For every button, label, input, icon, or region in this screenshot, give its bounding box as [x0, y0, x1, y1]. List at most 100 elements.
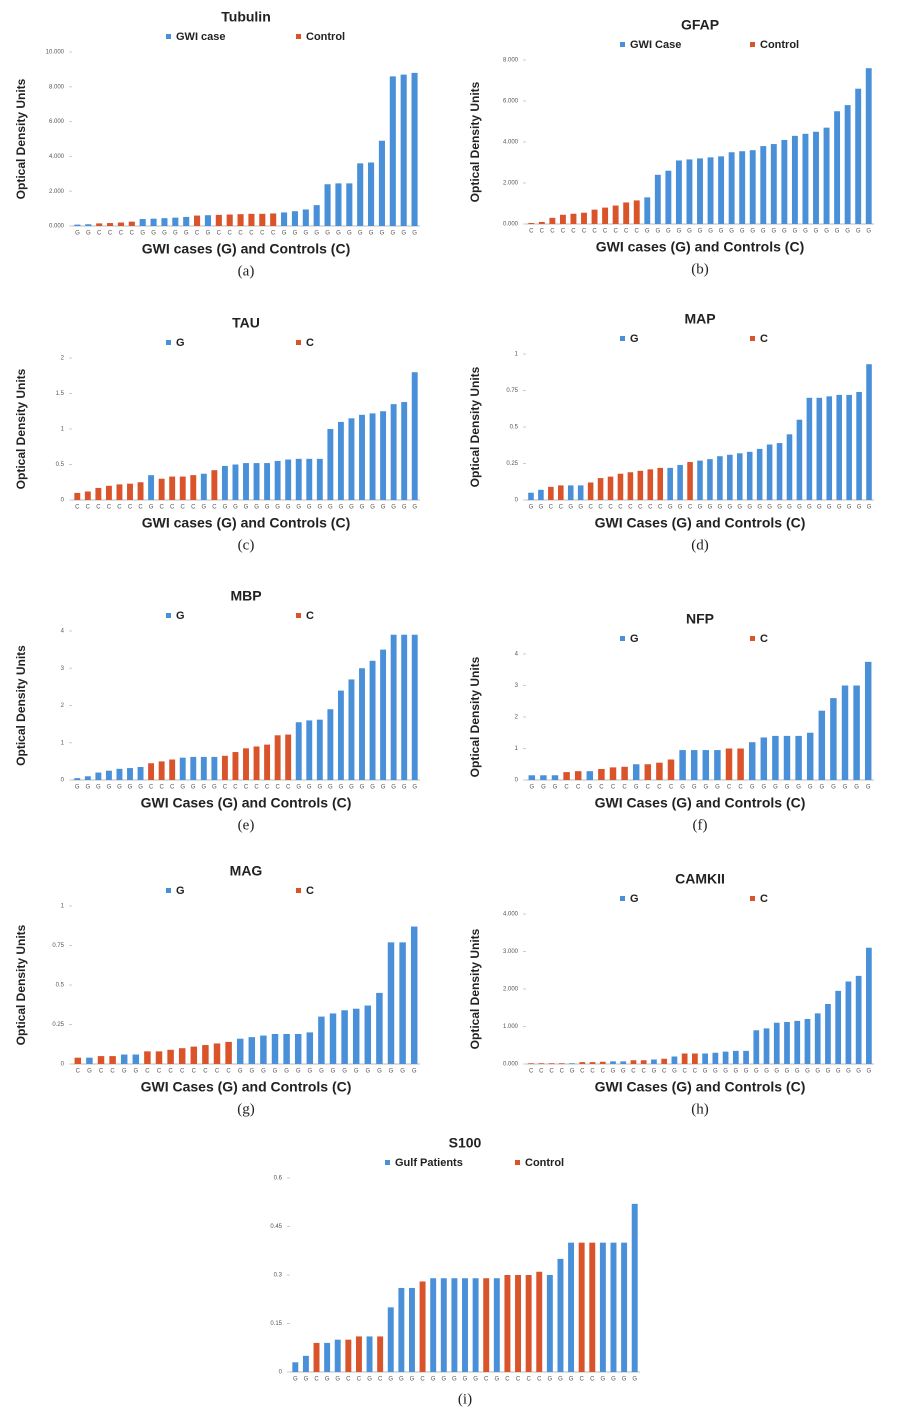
- x-tick-label: G: [317, 785, 322, 791]
- x-tick-label: G: [96, 785, 101, 791]
- legend-label: G: [630, 893, 639, 905]
- x-tick-label: G: [541, 785, 546, 791]
- bar: [132, 1054, 140, 1064]
- x-tick-label: C: [149, 785, 154, 791]
- x-tick-label: C: [180, 1069, 185, 1075]
- x-tick-label: G: [412, 231, 417, 237]
- x-tick-label: C: [682, 1069, 687, 1075]
- bar: [841, 685, 849, 780]
- x-tick-label: G: [314, 231, 319, 237]
- y-tick-label: 1: [61, 904, 65, 910]
- x-tick-label: G: [342, 1069, 347, 1075]
- bar: [528, 222, 535, 224]
- x-tick-label: G: [328, 505, 333, 511]
- x-tick-label: G: [400, 1069, 405, 1075]
- x-tick-label: G: [339, 505, 344, 511]
- bar: [746, 451, 753, 500]
- x-tick-label: G: [785, 785, 790, 791]
- bar: [753, 1030, 760, 1064]
- bar: [337, 690, 344, 780]
- bar: [211, 470, 218, 500]
- x-tick-label: G: [553, 785, 558, 791]
- bar: [559, 214, 566, 224]
- x-tick-label: G: [367, 1377, 372, 1383]
- x-tick-label: C: [254, 785, 259, 791]
- x-tick-label: G: [293, 1377, 298, 1383]
- bar: [654, 174, 661, 224]
- bar: [306, 458, 313, 500]
- caption: (e): [238, 817, 255, 833]
- x-tick-label: G: [412, 505, 417, 511]
- x-tick-label: G: [611, 1069, 616, 1075]
- y-tick-label: 0.75: [506, 388, 518, 394]
- x-tick-label: C: [559, 505, 564, 511]
- bar: [380, 649, 387, 780]
- bar: [657, 467, 664, 500]
- bar: [549, 217, 556, 224]
- x-tick-label: C: [217, 231, 222, 237]
- bar: [74, 224, 81, 226]
- y-tick-label: 0: [61, 1062, 65, 1068]
- x-tick-label: G: [807, 505, 812, 511]
- bar: [732, 1050, 739, 1064]
- legend-swatch: [620, 636, 625, 641]
- bar: [253, 746, 260, 780]
- bar: [117, 222, 124, 226]
- bar: [784, 1022, 790, 1064]
- x-tick-label: C: [75, 505, 80, 511]
- bar: [804, 1019, 811, 1064]
- x-tick-label: G: [836, 1069, 841, 1075]
- bar: [462, 1278, 468, 1372]
- bar: [692, 1053, 698, 1064]
- bar: [846, 394, 852, 500]
- x-tick-label: G: [463, 1377, 468, 1383]
- x-tick-label: G: [737, 505, 742, 511]
- x-tick-label: G: [331, 1069, 336, 1075]
- x-tick-label: C: [539, 1069, 544, 1075]
- x-tick-label: G: [381, 505, 386, 511]
- bar: [651, 1059, 657, 1064]
- bar: [120, 1054, 128, 1064]
- bar: [563, 772, 570, 780]
- legend-label: Gulf Patients: [395, 1157, 463, 1169]
- x-tick-label: G: [824, 229, 829, 235]
- y-tick-label: 0: [279, 1370, 283, 1376]
- bar: [387, 942, 395, 1064]
- bar: [760, 146, 767, 224]
- bar: [823, 127, 830, 224]
- x-tick-label: G: [339, 785, 344, 791]
- bar: [169, 476, 176, 500]
- x-tick-label: C: [130, 231, 135, 237]
- bar: [644, 764, 652, 780]
- bar: [736, 453, 743, 500]
- x-tick-label: C: [622, 785, 627, 791]
- x-tick-label: G: [140, 231, 145, 237]
- x-tick-label: C: [549, 1069, 554, 1075]
- x-tick-label: G: [856, 229, 861, 235]
- bar: [243, 463, 249, 500]
- bar: [632, 764, 640, 780]
- x-tick-label: G: [719, 229, 724, 235]
- x-tick-label: C: [378, 1377, 383, 1383]
- bar: [538, 221, 545, 224]
- bar: [515, 1275, 521, 1372]
- bar: [763, 1028, 770, 1064]
- x-tick-label: G: [360, 785, 365, 791]
- bar: [399, 942, 406, 1064]
- bar: [352, 1008, 360, 1064]
- bar: [137, 766, 144, 780]
- bar: [813, 131, 819, 224]
- x-tick-label: G: [727, 505, 732, 511]
- bar: [569, 1063, 575, 1064]
- x-axis-label: GWI Cases (G) and Controls (C): [141, 1079, 352, 1095]
- bar: [292, 1362, 299, 1372]
- x-tick-label: C: [540, 229, 545, 235]
- bar: [96, 223, 103, 226]
- x-tick-label: G: [747, 505, 752, 511]
- legend-label: C: [306, 885, 314, 897]
- x-tick-label: G: [761, 785, 766, 791]
- caption: (a): [238, 263, 255, 279]
- y-tick-label: 0.25: [52, 1022, 64, 1028]
- x-tick-label: G: [249, 1069, 254, 1075]
- x-tick-label: G: [388, 1377, 393, 1383]
